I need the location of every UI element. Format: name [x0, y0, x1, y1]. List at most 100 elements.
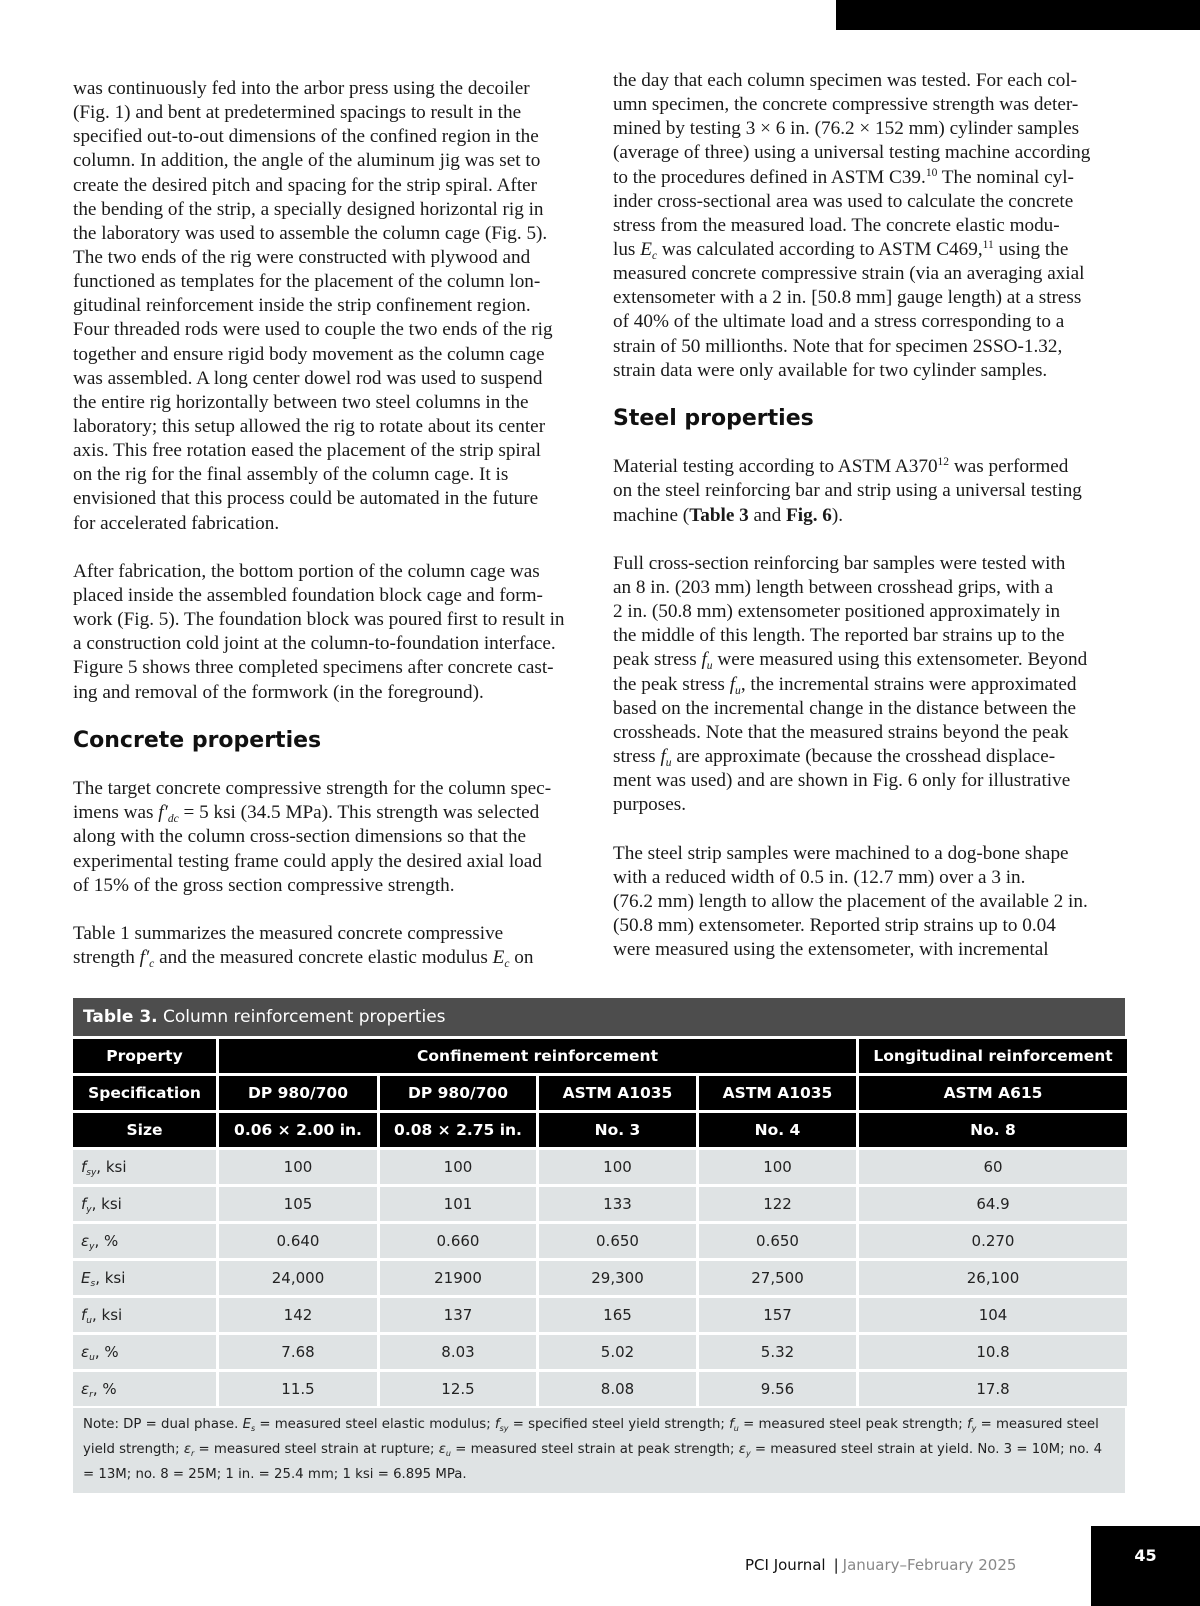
text-line: inder cross-sectional area was used to c… [613, 190, 1074, 212]
table-label: Table 3. [83, 1007, 158, 1027]
text-line: was continuously fed into the arbor pres… [73, 78, 530, 99]
paragraph: was continuously fed into the arbor pres… [73, 77, 593, 536]
header-row: Property Confinement reinforcement Longi… [73, 1039, 1128, 1073]
paragraph: the day that each column specimen was te… [613, 69, 1133, 383]
right-column: the day that each column specimen was te… [613, 69, 1133, 986]
text-line: envisioned that this process could be au… [73, 488, 539, 510]
text-line: (Fig. 1) and bent at predetermined spaci… [73, 102, 522, 124]
table-cell: 26,100 [859, 1261, 1128, 1295]
table-cell: 165 [539, 1298, 696, 1332]
text-line: Table 1 summarizes the measured concrete… [73, 922, 504, 944]
table-cell: 5.32 [699, 1335, 857, 1369]
table-cell: 100 [219, 1150, 377, 1184]
table-cell: 122 [699, 1187, 857, 1221]
math-symbol: ε [81, 1380, 90, 1398]
text-line: laboratory; this setup allowed the rig t… [73, 415, 546, 437]
paragraph: Table 1 summarizes the measured concrete… [73, 922, 593, 970]
text-line: The target concrete compressive strength… [73, 778, 552, 800]
table-cell: 137 [380, 1298, 536, 1332]
journal-name: PCI Journal [745, 1556, 826, 1574]
table-cell: 157 [699, 1298, 857, 1332]
text-line: ment was used) and are shown in Fig. 6 o… [613, 770, 1071, 792]
math-symbol: f [966, 1417, 972, 1432]
math-symbol: ε [81, 1232, 90, 1250]
text-line: stress fu are approximate (because the c… [613, 745, 1056, 769]
math-symbol: f [81, 1306, 87, 1324]
table-cell: 60 [859, 1150, 1128, 1184]
text-line: an 8 in. (203 mm) length between crosshe… [613, 576, 1054, 598]
section-heading: Steel properties [613, 405, 814, 431]
table-cell: 105 [219, 1187, 377, 1221]
text-line: placed inside the assembled foundation b… [73, 584, 543, 606]
table-row: εr, % 11.5 12.5 8.08 9.56 17.8 [73, 1372, 1128, 1406]
math-symbol: f [729, 673, 736, 695]
text-line: Full cross-section reinforcing bar sampl… [613, 552, 1066, 574]
page-number: 45 [1091, 1526, 1200, 1606]
text-line: together and ensure rigid body movement … [73, 343, 545, 365]
cross-reference: Fig. 6 [786, 504, 832, 526]
text-line: the laboratory was used to assemble the … [73, 222, 548, 244]
size-cell: No. 8 [859, 1113, 1128, 1147]
math-symbol: f [701, 649, 707, 671]
table-cell: 100 [539, 1150, 696, 1184]
property-label: fu, ksi [73, 1298, 216, 1332]
text-line: a construction cold joint at the column-… [73, 633, 556, 655]
text-line: imens was f′dc = 5 ksi (34.5 MPa). This … [73, 802, 540, 826]
text-line: extensometer with a 2 in. [50.8 mm] gaug… [613, 287, 1082, 309]
text-line: functioned as templates for the placemen… [73, 271, 541, 293]
footer: PCI Journal | January–February 2025 [745, 1556, 1016, 1574]
left-column: was continuously fed into the arbor pres… [73, 77, 593, 994]
text-line: axis. This free rotation eased the place… [73, 440, 541, 462]
paragraph: The target concrete compressive strength… [73, 777, 593, 898]
table-cell: 0.270 [859, 1224, 1128, 1258]
table-row: fsy, ksi 100 100 100 100 60 [73, 1150, 1128, 1184]
math-symbol: f [729, 1417, 734, 1432]
table-caption: Column reinforcement properties [163, 1007, 446, 1027]
header-bar [836, 0, 1200, 30]
table-cell: 133 [539, 1187, 696, 1221]
text-line: stress from the measured load. The concr… [613, 214, 1060, 236]
math-symbol: ε [738, 1442, 746, 1457]
table-cell: 9.56 [699, 1372, 857, 1406]
col-header-longitudinal: Longitudinal reinforcement [859, 1039, 1128, 1073]
math-symbol: f [494, 1417, 500, 1432]
size-cell: No. 3 [539, 1113, 696, 1147]
table-cell: 12.5 [380, 1372, 536, 1406]
table-cell: 10.8 [859, 1335, 1128, 1369]
table-cell: 5.02 [539, 1335, 696, 1369]
text-line: purposes. [613, 794, 687, 816]
math-symbol: E [242, 1417, 251, 1432]
text-line: was assembled. A long center dowel rod w… [73, 367, 543, 389]
specification-label: Specification [73, 1076, 216, 1110]
table-row: Es, ksi 24,000 21900 29,300 27,500 26,100 [73, 1261, 1128, 1295]
text-line: of 40% of the ultimate load and a stress… [613, 311, 1065, 333]
property-label: fy, ksi [73, 1187, 216, 1221]
table-row: fu, ksi 142 137 165 157 104 [73, 1298, 1128, 1332]
text-line: the middle of this length. The reported … [613, 625, 1065, 647]
text-line: strain data were only available for two … [613, 359, 1048, 381]
math-symbol: ε [81, 1343, 90, 1361]
text-line: of 15% of the gross section compressive … [73, 874, 455, 896]
text-line: strength f′c and the measured concrete e… [73, 947, 534, 971]
reference-superscript: 10 [925, 166, 938, 179]
table-title: Table 3. Column reinforcement properties [73, 998, 1125, 1037]
text-line: peak stress fu were measured using this … [613, 649, 1088, 673]
text-line: create the desired pitch and spacing for… [73, 174, 538, 196]
text-line: machine (Table 3 and Fig. 6). [613, 504, 844, 526]
table-row: fy, ksi 105 101 133 122 64.9 [73, 1187, 1128, 1221]
math-symbol: f [660, 745, 666, 767]
math-symbol: f [81, 1195, 87, 1213]
text-line: Material testing according to ASTM A3701… [613, 456, 1069, 478]
text-line: work (Fig. 5). The foundation block was … [73, 609, 565, 631]
math-symbol: E [640, 238, 652, 260]
text-line: the peak stress fu, the incremental stra… [613, 673, 1077, 697]
table-cell: 24,000 [219, 1261, 377, 1295]
table-3: Table 3. Column reinforcement properties… [70, 998, 1131, 1493]
table-cell: 64.9 [859, 1187, 1128, 1221]
text-line: with a reduced width of 0.5 in. (12.7 mm… [613, 866, 1026, 888]
paragraph: Material testing according to ASTM A3701… [613, 455, 1133, 527]
table-cell: 7.68 [219, 1335, 377, 1369]
issue-date: January–February 2025 [842, 1556, 1017, 1574]
footer-separator: | [833, 1556, 839, 1574]
